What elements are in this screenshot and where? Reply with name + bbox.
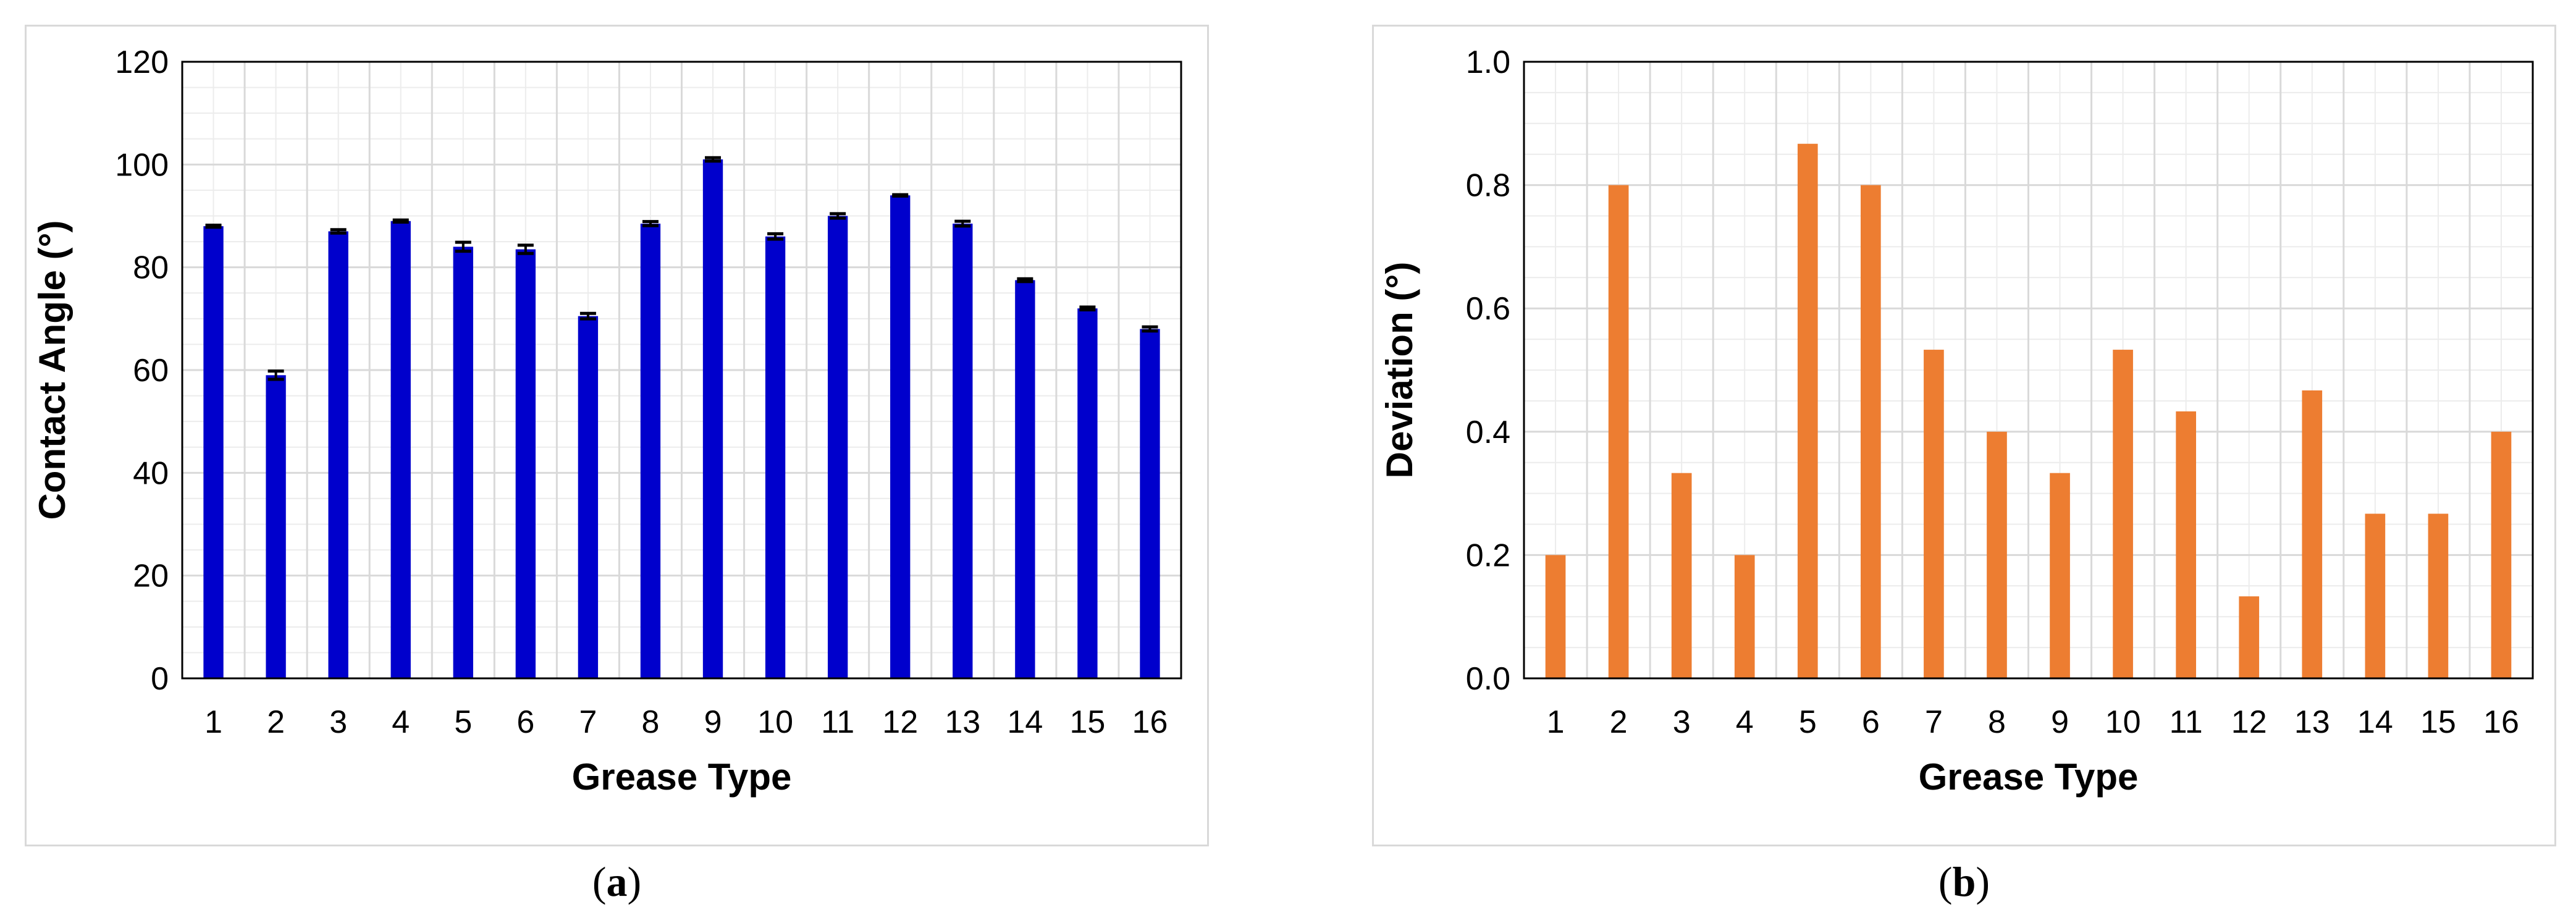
caption-b-close: ) bbox=[1976, 858, 1990, 905]
chartb-xtick-label: 5 bbox=[1799, 704, 1817, 740]
chartb-bar bbox=[2113, 350, 2133, 678]
chart-panel-b: 0.0 0.2 0.4 0.6 0.8 1.0 1 2 3 4 5 6 7 8 9 10 11 12 13 14 15 1… bbox=[1372, 25, 2556, 846]
charta-plot-area bbox=[181, 61, 1182, 680]
chartb-bar bbox=[2365, 513, 2386, 678]
charta-bar bbox=[953, 223, 973, 679]
charta-bar bbox=[1140, 329, 1160, 678]
chartb-xtick-label: 4 bbox=[1736, 704, 1754, 740]
chartb-ytick-label: 0.2 bbox=[1466, 537, 1510, 573]
chartb-xtick-label: 3 bbox=[1673, 704, 1691, 740]
charta-xtick-label: 9 bbox=[704, 704, 722, 740]
charta-bar bbox=[266, 375, 286, 678]
chartb-xtick-label: 2 bbox=[1610, 704, 1628, 740]
charta-bar bbox=[890, 195, 911, 678]
chartb-ytick-label: 0.4 bbox=[1466, 415, 1510, 450]
chartb-ytick-label: 0.8 bbox=[1466, 168, 1510, 204]
chartb-bar bbox=[1608, 185, 1629, 679]
charta-bar bbox=[1077, 308, 1098, 678]
chartb-xtick-label: 1 bbox=[1547, 704, 1565, 740]
chartb-bar bbox=[1734, 555, 1755, 678]
chartb-bar bbox=[1797, 143, 1818, 678]
charta-bar bbox=[203, 226, 224, 679]
chartb-xtick-label: 13 bbox=[2294, 704, 2330, 740]
chartb-xtick-label: 10 bbox=[2105, 704, 2141, 740]
chartb-ytick-label: 0.0 bbox=[1466, 661, 1510, 697]
charta-xtick-label: 4 bbox=[392, 704, 410, 740]
chartb-bar bbox=[2491, 431, 2512, 678]
chartb-bar bbox=[1987, 431, 2007, 678]
charta-bar bbox=[765, 236, 786, 678]
caption-a-open: ( bbox=[592, 858, 607, 905]
charta-bar bbox=[328, 231, 348, 678]
charta-ytick-label: 80 bbox=[133, 250, 169, 286]
chart-b-svg: 0.00.20.40.60.81.01 2 3 4 5 6 7 8 9 10 11 12 13 14 15 1… bbox=[1379, 44, 2534, 798]
caption-b: (b) bbox=[1372, 858, 2556, 906]
charta-xtick-label: 8 bbox=[642, 704, 660, 740]
chartb-bar bbox=[2428, 513, 2449, 678]
charta-xtick-label: 10 bbox=[757, 704, 793, 740]
charta-ytick-label: 0 bbox=[151, 661, 169, 697]
charta-yaxis-label: Contact Angle (°) bbox=[32, 220, 73, 520]
chartb-yaxis-label: Deviation (°) bbox=[1379, 262, 1420, 479]
chartb-xtick-label: 16 bbox=[2483, 704, 2519, 740]
charta-xaxis-label: Grease Type bbox=[572, 756, 792, 798]
charta-xtick-label: 6 bbox=[516, 704, 534, 740]
chartb-bar bbox=[1861, 185, 1881, 679]
charta-bar bbox=[702, 159, 723, 678]
chartb-xaxis-label: Grease Type bbox=[1919, 756, 2139, 798]
caption-a-close: ) bbox=[627, 858, 642, 905]
charta-bar bbox=[827, 216, 848, 678]
caption-a: (a) bbox=[25, 858, 1209, 906]
charta-bar bbox=[453, 247, 473, 678]
charta-xtick-label: 1 bbox=[204, 704, 222, 740]
charta-bar bbox=[640, 223, 661, 679]
caption-a-label: a bbox=[606, 858, 628, 905]
charta-xtick-label: 16 bbox=[1132, 704, 1168, 740]
charta-bar bbox=[515, 249, 536, 678]
chartb-xtick-label: 14 bbox=[2357, 704, 2393, 740]
charta-xtick-label: 11 bbox=[821, 704, 854, 740]
charta-bar bbox=[1015, 280, 1035, 678]
chartb-bar bbox=[1924, 350, 1944, 678]
charta-xtick-label: 12 bbox=[882, 704, 918, 740]
chartb-bar bbox=[2239, 596, 2260, 678]
charta-ytick-label: 20 bbox=[133, 558, 169, 594]
chartb-bar bbox=[2176, 411, 2196, 678]
charta-xtick-label: 2 bbox=[267, 704, 285, 740]
charta-ytick-label: 100 bbox=[115, 147, 169, 183]
chartb-xtick-label: 6 bbox=[1862, 704, 1880, 740]
charta-xtick-label: 7 bbox=[579, 704, 597, 740]
chartb-xtick-label: 12 bbox=[2231, 704, 2267, 740]
charta-bar bbox=[390, 221, 411, 679]
chartb-xtick-label: 15 bbox=[2420, 704, 2456, 740]
charta-xtick-label: 5 bbox=[454, 704, 472, 740]
chartb-xtick-label: 11 bbox=[2170, 704, 2203, 740]
charta-ytick-label: 60 bbox=[133, 353, 169, 389]
chartb-bar bbox=[2050, 473, 2070, 678]
chartb-ytick-label: 1.0 bbox=[1466, 44, 1510, 80]
caption-b-label: b bbox=[1952, 858, 1976, 905]
charta-xtick-label: 14 bbox=[1007, 704, 1043, 740]
chartb-ytick-label: 0.6 bbox=[1466, 291, 1510, 327]
charta-bar bbox=[578, 316, 599, 678]
charta-xtick-label: 15 bbox=[1069, 704, 1105, 740]
charta-ytick-label: 120 bbox=[115, 44, 169, 80]
charta-xtick-label: 13 bbox=[945, 704, 980, 740]
chartb-bar bbox=[1545, 555, 1566, 678]
chart-panel-a: 0 20 40 60 80 100 120 1 2 3 4 5 6 7 8 9 10 11 12 13 14 15 16 Gr… bbox=[25, 25, 1209, 846]
charta-ytick-label: 40 bbox=[133, 455, 169, 491]
chartb-bar bbox=[1671, 473, 1692, 678]
chartb-xtick-label: 9 bbox=[2051, 704, 2069, 740]
chartb-bar bbox=[2302, 390, 2323, 678]
caption-b-open: ( bbox=[1938, 858, 1953, 905]
chartb-plot-area bbox=[1523, 61, 2534, 680]
chartb-xtick-label: 8 bbox=[1988, 704, 2006, 740]
charta-xtick-label: 3 bbox=[329, 704, 347, 740]
chartb-xtick-label: 7 bbox=[1925, 704, 1943, 740]
